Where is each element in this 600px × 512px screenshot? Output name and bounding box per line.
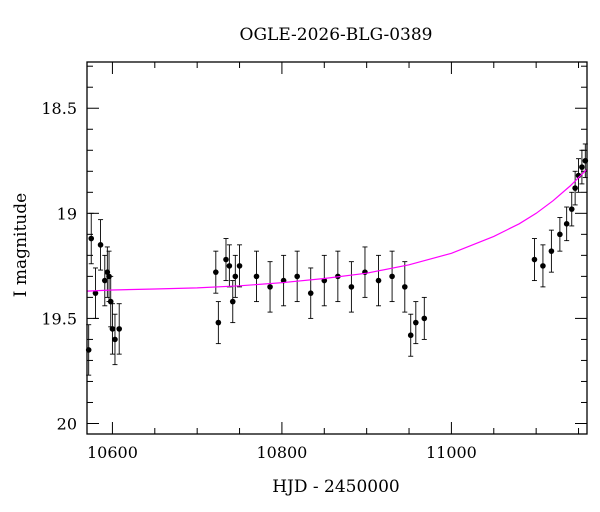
data-point: [563, 221, 570, 227]
chart-title: OGLE-2026-BLG-0389: [240, 25, 433, 45]
data-point: [548, 248, 555, 254]
data-point: [407, 332, 414, 339]
x-axis-label: HJD - 2450000: [272, 477, 400, 497]
data-point: [223, 256, 229, 263]
data-point: [229, 298, 236, 305]
data-point: [236, 263, 243, 269]
data-point: [389, 273, 395, 280]
data-point: [116, 326, 123, 332]
x-tick-label: 11000: [426, 443, 477, 462]
data-point: [401, 284, 408, 290]
data-point: [101, 277, 108, 284]
plot-frame: [86, 61, 588, 435]
axis-ticks: 10600 10800 11000 18.5 19 19.5 20: [41, 62, 587, 462]
x-tick-label: 10600: [87, 443, 138, 462]
data-point: [92, 290, 99, 296]
x-tick-label: 10800: [256, 443, 307, 462]
data-point: [109, 326, 116, 332]
data-point: [215, 319, 222, 326]
y-tick-label: 18.5: [41, 99, 77, 118]
data-point: [107, 298, 114, 305]
y-tick-label: 20: [57, 414, 77, 433]
data-point: [572, 185, 578, 191]
data-point: [421, 315, 428, 322]
data-point: [253, 273, 260, 280]
y-tick-label: 19.5: [41, 309, 77, 328]
data-point: [226, 263, 233, 269]
model-curve-layer: [86, 168, 588, 292]
data-points-layer: [85, 143, 589, 376]
data-point: [267, 284, 273, 290]
data-point: [557, 231, 563, 238]
data-point: [375, 277, 382, 284]
data-point: [579, 164, 585, 170]
data-point: [213, 269, 219, 275]
data-point: [540, 263, 546, 269]
data-point: [348, 284, 355, 290]
y-tick-label: 19: [57, 204, 77, 223]
data-point: [112, 336, 118, 343]
data-point: [88, 235, 95, 242]
data-point: [97, 242, 104, 248]
model-curve-line: [86, 168, 588, 292]
data-point: [413, 319, 419, 326]
data-point: [531, 256, 538, 263]
data-point: [568, 206, 575, 212]
y-axis-label: I magnitude: [11, 193, 31, 297]
data-point: [294, 273, 300, 280]
data-point: [307, 290, 314, 296]
data-point: [232, 273, 239, 280]
